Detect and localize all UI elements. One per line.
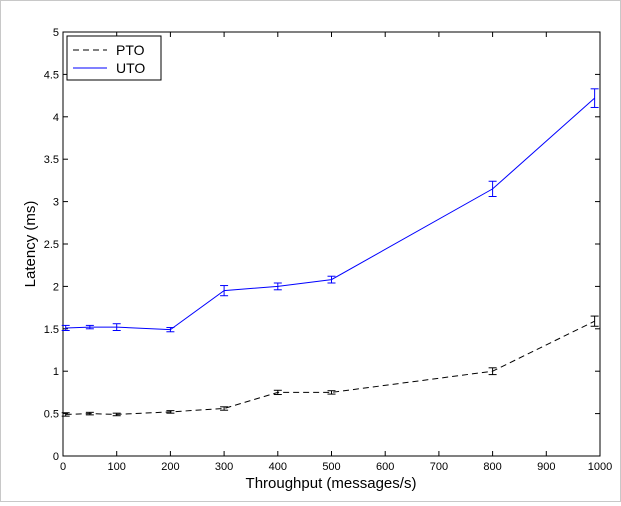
y-tick-label: 2: [53, 281, 59, 293]
error-bar-pto: [61, 412, 70, 417]
plot-area: [62, 31, 601, 457]
series-line-pto: [65, 320, 595, 415]
series-layer: [61, 88, 599, 417]
x-tick-label: 300: [215, 461, 233, 473]
axis-ticks: 0 100 200 300 400 500 600 700 800 900 1000 0 0.5 1 1.5…: [44, 27, 613, 473]
y-tick-label: 3: [53, 197, 59, 209]
error-bar-uto: [166, 327, 175, 333]
error-bar-pto: [273, 389, 282, 396]
y-tick-label: 3.5: [44, 154, 59, 166]
x-tick-label: 100: [108, 461, 126, 473]
error-bar-uto: [488, 180, 497, 198]
x-tick-label: 400: [269, 461, 287, 473]
legend-label-uto: UTO: [116, 60, 145, 76]
x-tick-label: 500: [322, 461, 340, 473]
x-tick-label: 1000: [588, 461, 612, 473]
x-tick-label: 700: [430, 461, 448, 473]
x-axis-title: Throughput (messages/s): [246, 475, 417, 492]
legend-box: [66, 35, 162, 81]
y-tick-label: 4: [53, 112, 59, 124]
error-bar-pto: [166, 410, 175, 414]
x-tick-label: 200: [161, 461, 179, 473]
error-bar-uto: [61, 324, 70, 331]
legend-label-pto: PTO: [116, 42, 145, 58]
error-bar-uto: [85, 324, 94, 330]
error-bar-pto: [85, 411, 94, 416]
x-tick-label: 800: [483, 461, 501, 473]
y-tick-label: 4.5: [44, 69, 59, 81]
x-tick-label: 600: [376, 461, 394, 473]
y-tick-label: 2.5: [44, 239, 59, 251]
error-bar-uto: [273, 282, 282, 291]
error-bar-pto: [327, 390, 336, 395]
error-bar-uto: [327, 275, 336, 284]
error-bar-pto: [590, 315, 599, 327]
y-tick-label: 1.5: [44, 324, 59, 336]
x-tick-label: 0: [60, 461, 66, 473]
y-axis-title: Latency (ms): [22, 201, 39, 288]
y-tick-label: 0.5: [44, 409, 59, 421]
error-bar-uto: [112, 323, 121, 331]
error-bar-uto: [590, 88, 599, 108]
error-bar-uto: [220, 285, 229, 297]
x-tick-label: 900: [537, 461, 555, 473]
y-tick-label: 1: [53, 366, 59, 378]
error-bar-pto: [488, 367, 497, 376]
legend: PTO UTO: [66, 35, 162, 81]
y-tick-label: 0: [53, 451, 59, 463]
error-bar-pto: [220, 406, 229, 411]
error-bar-pto: [112, 412, 121, 417]
y-tick-label: 5: [53, 27, 59, 39]
